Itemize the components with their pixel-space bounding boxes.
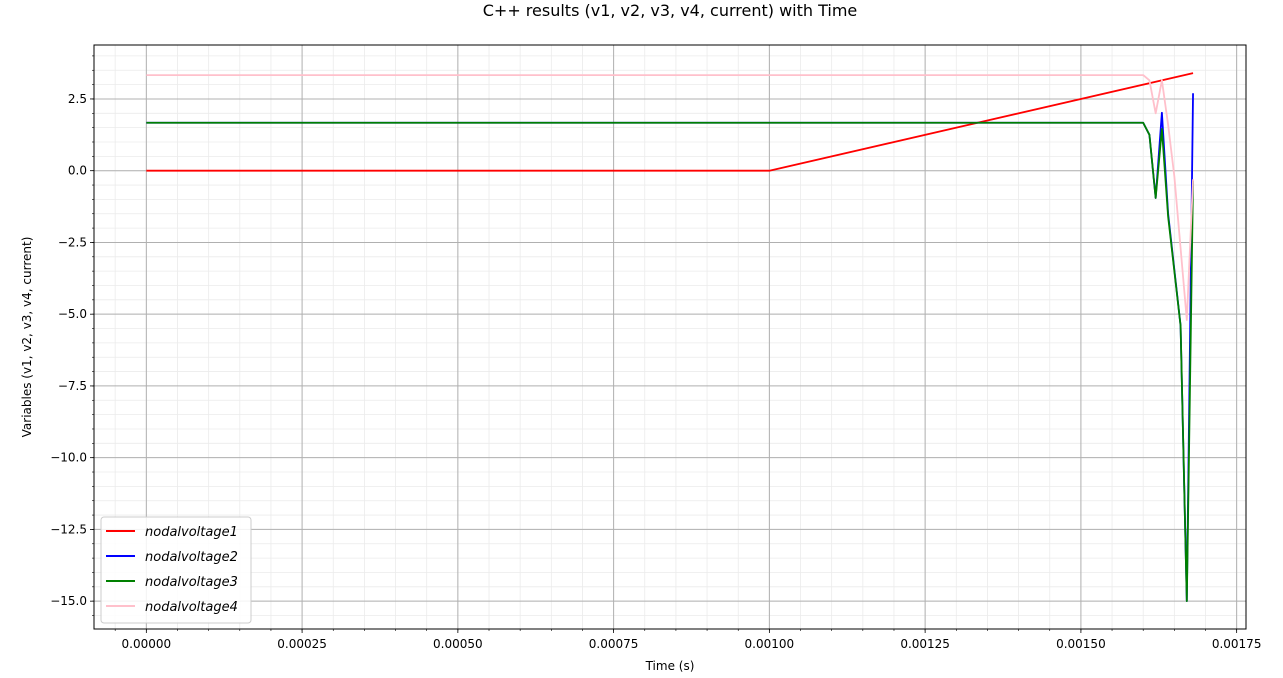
legend: nodalvoltage1 nodalvoltage2 nodalvoltage3 n… (100, 516, 252, 624)
series-lines (146, 72, 1194, 603)
y-tick-label: −12.5 (50, 522, 87, 536)
legend-label-nodalvoltage2: nodalvoltage2 (145, 550, 238, 565)
y-tick-label: −2.5 (58, 235, 87, 249)
axis-ticks: 0.00000 0.00025 0.00050 0.00075 0.00100 0.001… (50, 55, 1262, 651)
x-tick-label: 0.00150 (1056, 637, 1106, 651)
y-tick-label: −15.0 (50, 594, 87, 608)
y-axis-label: Variables (v1, v2, v3, v4, current) (20, 237, 34, 438)
legend-label-nodalvoltage4: nodalvoltage4 (145, 600, 238, 615)
series-line-nodalvoltage4 (146, 74, 1194, 321)
series-line-nodalvoltage3 (146, 121, 1194, 603)
x-axis-label: Time (s) (645, 659, 695, 673)
grid (94, 45, 1246, 629)
legend-box (100, 516, 252, 624)
plot-frame (93, 44, 1247, 630)
y-tick-label: −10.0 (50, 451, 87, 465)
y-tick-label: 2.5 (68, 92, 87, 106)
x-tick-label: 0.00100 (745, 637, 795, 651)
x-tick-label: 0.00075 (589, 637, 639, 651)
x-tick-label: 0.00175 (1212, 637, 1262, 651)
chart-title: C++ results (v1, v2, v3, v4, current) wi… (483, 1, 858, 20)
y-tick-label: 0.0 (68, 164, 87, 178)
x-tick-label: 0.00025 (277, 637, 327, 651)
x-tick-label: 0.00050 (433, 637, 483, 651)
y-tick-label: −5.0 (58, 307, 87, 321)
series-line-nodalvoltage1 (146, 72, 1194, 172)
legend-label-nodalvoltage1: nodalvoltage1 (145, 525, 238, 540)
series-line-nodalvoltage2 (146, 93, 1194, 603)
legend-label-nodalvoltage3: nodalvoltage3 (145, 575, 238, 590)
x-tick-label: 0.00000 (122, 637, 172, 651)
y-tick-label: −7.5 (58, 379, 87, 393)
x-tick-label: 0.00125 (900, 637, 950, 651)
